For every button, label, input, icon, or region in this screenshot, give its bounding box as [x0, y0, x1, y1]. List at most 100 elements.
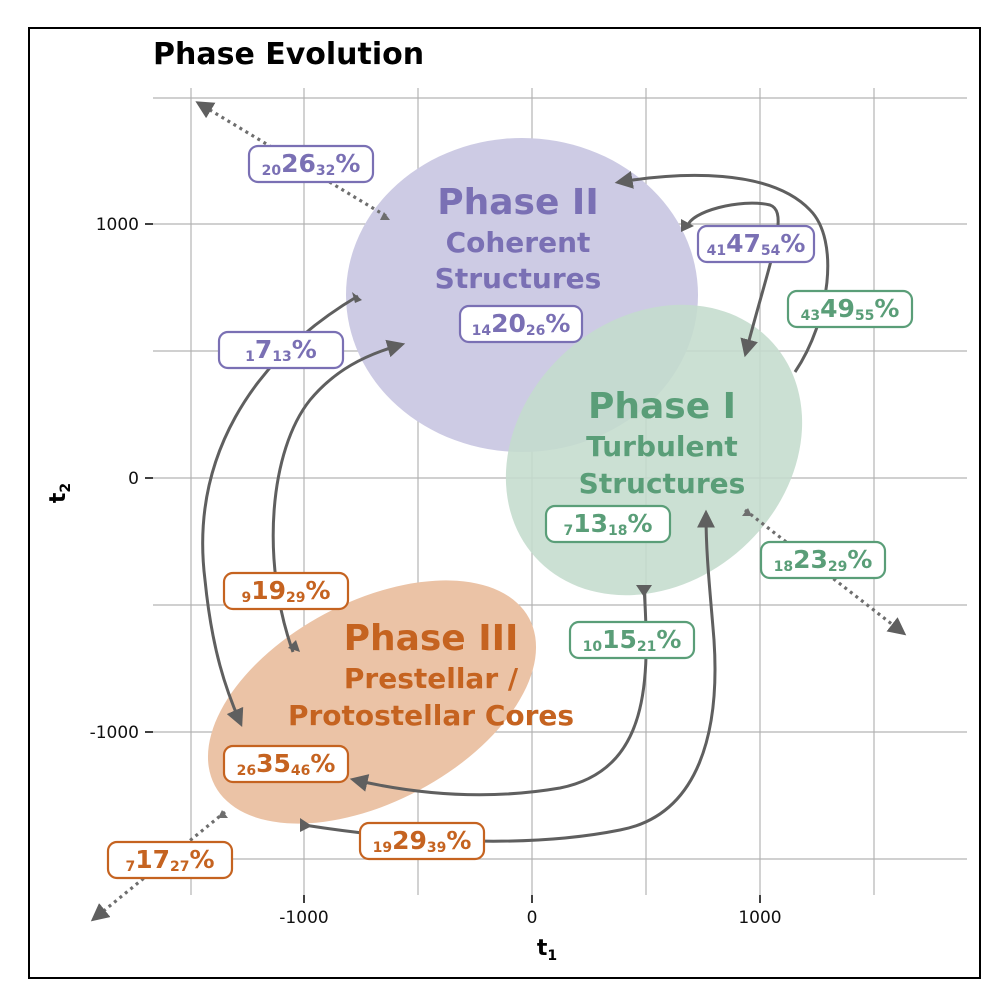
escape-arrow-start [380, 212, 390, 220]
percentage-value: 91929% [241, 576, 330, 606]
percentage-mid: 17 [135, 845, 170, 874]
percentage-label-box: 434955% [786, 289, 914, 329]
percentage-low: 14 [472, 323, 492, 339]
phase1-title: Phase I [588, 386, 736, 427]
percentage-value: 202632% [262, 149, 361, 179]
percent-sign: % [656, 625, 681, 654]
percentage-label-box: 142026% [458, 304, 584, 344]
percentage-label-box: 71727% [106, 840, 234, 880]
percent-sign: % [335, 149, 360, 178]
chart-title: Phase Evolution [153, 37, 424, 72]
percentage-low: 19 [373, 840, 392, 856]
percentage-label-box: 263546% [222, 744, 350, 784]
phase3-label: Phase III Prestellar / Protostellar Core… [288, 618, 574, 732]
percentage-value: 71318% [563, 509, 652, 539]
percent-sign: % [189, 845, 214, 874]
percentage-high: 13 [272, 349, 291, 365]
y-tick-label: -1000 [90, 723, 139, 743]
label-box-border [786, 289, 914, 329]
x-axis-label: t1 [537, 936, 557, 964]
percentage-value: 434955% [801, 294, 900, 324]
arrow-start-marker [352, 292, 362, 303]
escape-arrow-phase2 [195, 101, 387, 218]
percent-sign: % [847, 545, 872, 574]
percentage-high: 27 [170, 859, 189, 875]
arrow-phase1-to-phase3-inner [349, 586, 648, 797]
percentage-low: 41 [707, 243, 726, 259]
percentage-high: 46 [291, 763, 310, 779]
percentage-mid: 23 [793, 545, 828, 574]
percentage-label-box: 414754% [696, 224, 816, 264]
label-box-border [222, 571, 350, 611]
percentage-high: 26 [526, 323, 545, 339]
escape-arrow-start [742, 508, 752, 516]
percentage-high: 21 [637, 639, 656, 655]
y-tick-label: 1000 [96, 215, 139, 235]
percentage-high: 39 [427, 840, 446, 856]
percentage-label-box: 1713% [217, 330, 345, 370]
phase1-line1: Turbulent [586, 430, 738, 463]
percentage-high: 32 [316, 163, 335, 179]
percent-sign: % [305, 576, 330, 605]
phase2-line1: Coherent [446, 226, 591, 259]
percentage-high: 29 [828, 559, 847, 575]
phase3-line2: Protostellar Cores [288, 699, 574, 732]
percentage-value: 414754% [707, 229, 806, 259]
percentage-high: 18 [608, 523, 627, 539]
label-box-border [544, 504, 672, 544]
phase2-label: Phase II Coherent Structures [435, 182, 602, 295]
x-tick-label: 0 [527, 908, 538, 928]
percentage-low: 43 [801, 308, 820, 324]
arrow-start-marker [636, 585, 652, 597]
label-box-border [106, 840, 234, 880]
percent-sign: % [874, 294, 899, 323]
percent-sign: % [627, 509, 652, 538]
label-box-border [568, 620, 696, 660]
percentage-label-box: 91929% [222, 571, 350, 611]
percentage-low: 1 [245, 349, 255, 365]
percentage-label-box: 182329% [759, 540, 887, 580]
label-box-border [358, 821, 486, 861]
percentage-mid: 47 [726, 229, 761, 258]
percentage-mid: 15 [602, 625, 637, 654]
percentage-mid: 29 [392, 826, 427, 855]
arrow-start-marker [300, 818, 312, 832]
percentage-low: 20 [262, 163, 282, 179]
percentage-label-box: 192939% [358, 821, 486, 861]
x-tick-label: -1000 [279, 908, 328, 928]
label-box-border [222, 744, 350, 784]
phase1-line2: Structures [579, 467, 746, 500]
percentage-mid: 19 [251, 576, 286, 605]
percentage-mid: 49 [820, 294, 855, 323]
percentage-value: 71727% [125, 845, 214, 875]
percent-sign: % [446, 826, 471, 855]
percentage-low: 9 [241, 590, 251, 606]
percentage-value: 1713% [245, 335, 317, 365]
label-box-border [217, 330, 345, 370]
percent-sign: % [292, 335, 317, 364]
phase2-title: Phase II [437, 182, 598, 223]
escape-arrow-start [218, 810, 228, 818]
percentage-value: 182329% [774, 545, 873, 575]
label-box-border [696, 224, 816, 264]
percentage-value: 192939% [373, 826, 472, 856]
arrow-start-marker [681, 219, 694, 232]
label-box-border [458, 304, 584, 344]
percentage-low: 18 [774, 559, 793, 575]
percentage-low: 7 [563, 523, 573, 539]
percentage-low: 7 [125, 859, 135, 875]
percentage-high: 54 [761, 243, 781, 259]
arrow-phase2-to-phase1-inner [686, 201, 780, 358]
x-tick-label: 1000 [738, 908, 781, 928]
percentage-high: 29 [286, 590, 305, 606]
percentage-mid: 26 [281, 149, 316, 178]
percent-sign: % [310, 749, 335, 778]
percent-sign: % [780, 229, 805, 258]
percentage-value: 101521% [583, 625, 682, 655]
label-box-border [247, 144, 375, 184]
percent-sign: % [545, 309, 570, 338]
phase3-line1: Prestellar / [344, 662, 519, 695]
label-box-border [759, 540, 887, 580]
